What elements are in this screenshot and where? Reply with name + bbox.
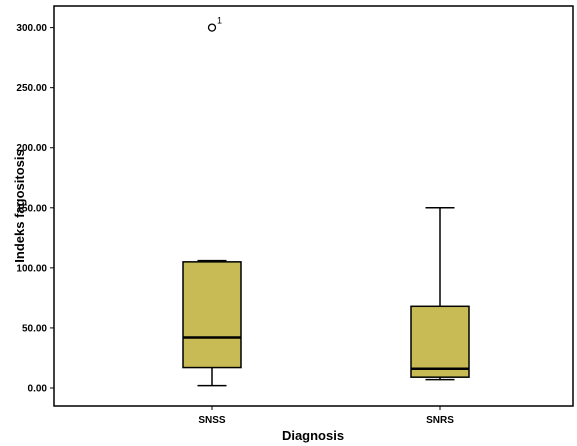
y-tick-label: 200.00 <box>16 143 47 154</box>
x-tick-label: SNRS <box>426 415 454 426</box>
outlier-point <box>207 23 217 32</box>
plot-frame <box>53 5 574 407</box>
box-iqr <box>182 261 242 369</box>
x-tick-label: SNSS <box>198 415 226 426</box>
y-tick-label: 50.00 <box>22 323 47 334</box>
x-axis: SNSS SNRS <box>198 406 454 426</box>
y-tick-label: 250.00 <box>16 83 47 94</box>
y-tick-label: 100.00 <box>16 263 47 274</box>
box-snrs <box>410 207 470 381</box>
box-iqr <box>410 305 470 378</box>
outlier-label: 1 <box>217 16 222 26</box>
y-axis: 0.00 50.00 100.00 150.00 200.00 250.00 300.00 <box>16 23 54 394</box>
y-tick-label: 150.00 <box>16 203 47 214</box>
boxes-layer: 1 <box>182 16 470 387</box>
y-tick-label: 300.00 <box>16 23 47 34</box>
x-axis-title: Diagnosis <box>282 428 344 443</box>
y-tick-label: 0.00 <box>28 383 48 394</box>
box-snss: 1 <box>182 16 242 387</box>
y-axis-title: Indeks fagositosis <box>12 149 27 262</box>
